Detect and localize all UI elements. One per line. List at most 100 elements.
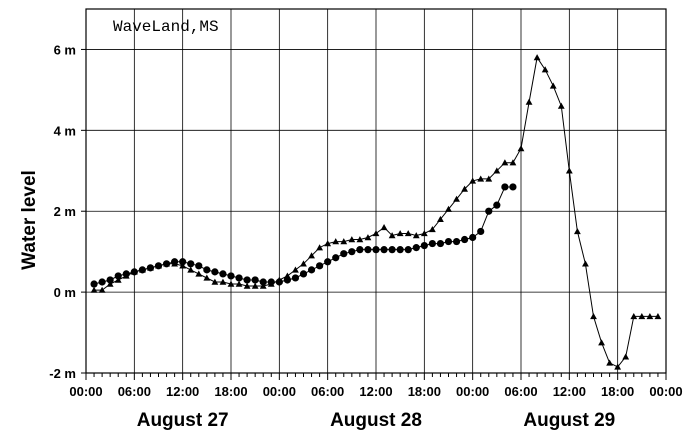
data-point-triangle [638, 312, 646, 320]
data-point-circle [364, 246, 372, 254]
data-point-triangle [195, 270, 203, 277]
y-tick-label: 6 m [54, 42, 76, 57]
data-point-triangle [251, 282, 259, 289]
data-point-circle [436, 239, 445, 248]
data-point-triangle [211, 278, 219, 285]
data-point-circle [162, 260, 171, 268]
data-point-triangle [90, 286, 98, 293]
data-point-triangle [98, 286, 106, 293]
data-point-triangle [396, 230, 404, 237]
data-point-triangle [428, 226, 436, 233]
data-point-triangle [461, 185, 469, 192]
data-point-triangle [292, 266, 299, 273]
day-label: August 28 [330, 410, 422, 431]
data-point-circle [372, 246, 380, 254]
data-point-triangle [477, 175, 485, 182]
data-point-triangle [348, 236, 356, 243]
data-point-triangle [565, 167, 573, 174]
data-point-circle [299, 270, 308, 278]
data-point-circle [114, 272, 122, 280]
data-point-triangle [485, 175, 493, 182]
data-point-triangle [533, 54, 541, 61]
x-tick-label: 12:00 [359, 384, 392, 399]
data-point-triangle [445, 205, 452, 212]
data-point-triangle [259, 282, 267, 289]
data-point-triangle [573, 228, 581, 235]
data-point-circle [227, 272, 235, 280]
x-tick-labels: 00:00 06:00 12:00 18:00 00:00 06:00 12:00 18:00… [69, 384, 682, 399]
data-point-circle [259, 278, 267, 286]
x-tick-label: 18:00 [601, 384, 634, 399]
data-point-circle [404, 246, 412, 254]
data-point-triangle [622, 353, 630, 360]
data-point-circle [332, 254, 340, 262]
y-tick-label: 2 m [54, 204, 76, 219]
data-point-circle [485, 207, 493, 215]
data-point-triangle [437, 215, 444, 223]
data-point-circle [267, 278, 275, 286]
data-point-triangle [235, 280, 243, 287]
data-point-circle [396, 246, 404, 254]
chart-title: WaveLand,MS [113, 18, 219, 36]
data-point-triangle [380, 224, 388, 231]
data-point-triangle [614, 363, 622, 370]
x-tick-label: 06:00 [118, 384, 151, 399]
data-point-circle [356, 246, 364, 254]
data-point-triangle [630, 312, 638, 320]
x-tick-label: 18:00 [408, 384, 441, 399]
data-point-triangle [179, 262, 187, 269]
x-tick-label: 00:00 [263, 384, 296, 399]
day-label: August 27 [137, 410, 229, 431]
data-point-circle [211, 268, 219, 276]
data-point-circle [203, 266, 211, 274]
data-point-triangle [412, 232, 420, 239]
data-point-triangle [332, 238, 340, 245]
data-point-circle [380, 246, 388, 254]
data-point-circle [348, 248, 356, 256]
data-point-triangle [654, 312, 662, 320]
data-point-circle [509, 183, 517, 191]
data-point-triangle [509, 159, 517, 166]
data-point-triangle [364, 234, 372, 241]
data-point-circle [146, 264, 155, 272]
data-point-circle [316, 262, 324, 270]
y-tick-label: 0 m [54, 285, 76, 300]
x-tick-label: 18:00 [214, 384, 247, 399]
y-tick-label: 4 m [54, 123, 76, 138]
data-point-triangle [316, 244, 324, 251]
x-tick-label: 00:00 [69, 384, 102, 399]
grid-lines [86, 9, 666, 373]
data-point-triangle [517, 145, 525, 152]
data-point-circle [235, 274, 243, 282]
x-tick-label: 00:00 [456, 384, 489, 399]
x-tick-label: 12:00 [553, 384, 586, 399]
data-point-triangle [243, 282, 251, 289]
data-point-triangle [324, 240, 332, 247]
data-point-triangle [219, 278, 227, 285]
data-point-triangle [501, 159, 509, 166]
data-point-triangle [308, 252, 315, 259]
data-point-triangle [300, 260, 307, 267]
data-point-triangle [557, 102, 565, 109]
data-point-circle [171, 258, 179, 266]
day-label: August 29 [523, 410, 615, 431]
data-point-circle [138, 266, 146, 274]
data-point-circle [179, 258, 187, 266]
data-point-circle [187, 260, 195, 268]
x-tick-label: 00:00 [649, 384, 682, 399]
x-tick-label: 06:00 [504, 384, 537, 399]
data-point-circle [251, 276, 259, 284]
data-point-circle [428, 239, 436, 248]
data-point-triangle [590, 312, 597, 320]
data-point-triangle [606, 359, 614, 366]
data-point-triangle [114, 276, 122, 283]
data-point-triangle [469, 177, 477, 184]
data-point-triangle [646, 312, 654, 320]
data-point-triangle [420, 230, 428, 237]
y-axis-label: Water level [19, 170, 40, 270]
data-point-triangle [227, 280, 235, 287]
data-point-circle [412, 244, 420, 252]
data-point-triangle [493, 167, 501, 174]
x-tick-label: 12:00 [166, 384, 199, 399]
data-point-triangle [453, 195, 460, 202]
